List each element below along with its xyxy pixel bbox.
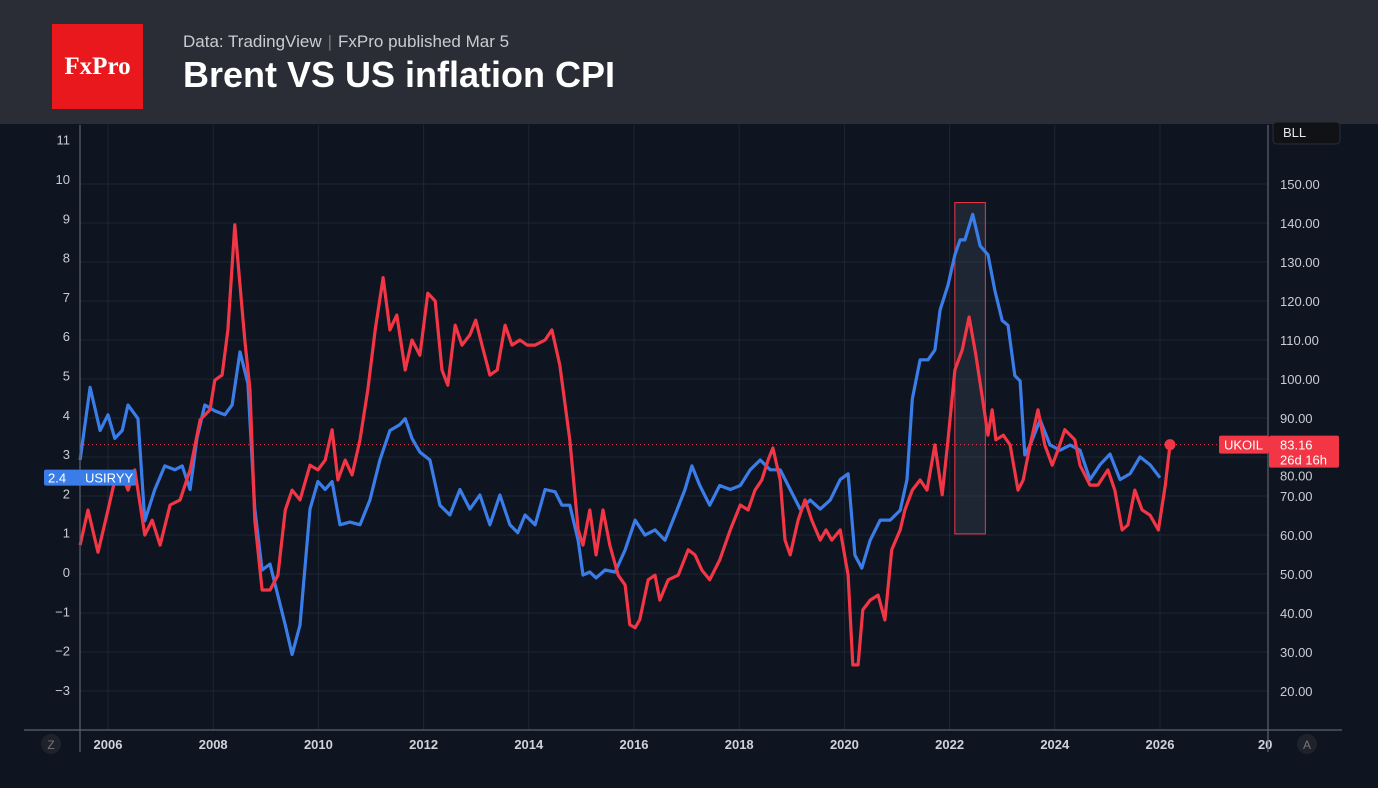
left-tick-label: 0 xyxy=(63,565,70,580)
ukoil-name-box xyxy=(1219,435,1269,454)
header: FxPro Data: TradingView | FxPro published … xyxy=(0,0,1378,124)
zoom-z-label: Z xyxy=(47,738,54,752)
ukoil-price-box xyxy=(1269,435,1339,468)
x-tick-label: 2014 xyxy=(514,737,544,752)
right-tick-label: 150.00 xyxy=(1280,177,1320,192)
x-tick-label: 2016 xyxy=(620,737,649,752)
bll-button[interactable] xyxy=(1272,121,1341,145)
right-tick-label: 40.00 xyxy=(1280,606,1313,621)
left-tick-label: 6 xyxy=(63,329,70,344)
right-tick-label: 60.00 xyxy=(1280,528,1313,543)
series-line-ukoil xyxy=(78,223,1172,667)
left-tick-label: 1 xyxy=(63,526,70,541)
x-tick-label: 2006 xyxy=(94,737,123,752)
auto-scale-button[interactable] xyxy=(1297,734,1317,754)
last-point-marker xyxy=(1164,439,1176,451)
left-tick-label: 8 xyxy=(63,251,70,266)
zoom-z-button[interactable] xyxy=(41,734,61,754)
x-tick-label: 20 xyxy=(1258,737,1272,752)
source-label: Data: TradingView xyxy=(183,32,322,51)
x-tick-label: 2018 xyxy=(725,737,754,752)
left-tick-label: 11 xyxy=(57,133,71,148)
right-tick-label: 100.00 xyxy=(1280,372,1320,387)
right-tick-label: 90.00 xyxy=(1280,411,1313,426)
usiryy-value: 2.4 xyxy=(48,471,66,486)
left-tick-label: 3 xyxy=(63,447,70,462)
x-tick-label: 2026 xyxy=(1146,737,1175,752)
left-tick-label: 5 xyxy=(63,369,70,384)
right-tick-label: 50.00 xyxy=(1280,567,1313,582)
left-tick-label: 4 xyxy=(63,408,70,423)
right-tick-label: 20.00 xyxy=(1280,684,1313,699)
right-tick-label: 30.00 xyxy=(1280,645,1313,660)
highlight-box xyxy=(954,202,986,535)
separator: | xyxy=(327,32,333,51)
usiryy-label-box xyxy=(44,469,136,486)
auto-scale-label: A xyxy=(1303,738,1311,752)
grid xyxy=(80,125,1268,730)
ukoil-countdown: 26d 16h xyxy=(1280,453,1327,468)
bll-label: BLL xyxy=(1283,125,1306,140)
fxpro-logo: FxPro xyxy=(52,24,143,109)
x-tick-label: 2022 xyxy=(935,737,964,752)
x-tick-label: 2024 xyxy=(1040,737,1070,752)
axes: 150.00140.00130.00120.00110.00100.0090.0… xyxy=(24,125,1342,752)
ukoil-name: UKOIL xyxy=(1224,438,1263,453)
right-tick-label: 130.00 xyxy=(1280,255,1320,270)
series-group xyxy=(78,212,1176,667)
x-tick-label: 2012 xyxy=(409,737,438,752)
chart-title: Brent VS US inflation CPI xyxy=(183,54,616,95)
subtitle: Data: TradingView | FxPro published Mar 5 xyxy=(183,32,509,52)
series-line-usiryy xyxy=(78,212,1162,657)
left-tick-label: 7 xyxy=(63,290,70,305)
right-tick-label: 140.00 xyxy=(1280,216,1320,231)
right-tick-label: 110.00 xyxy=(1280,333,1319,348)
left-tick-label: 10 xyxy=(56,172,70,187)
left-tick-label: −3 xyxy=(55,683,70,698)
right-tick-label: 80.00 xyxy=(1280,469,1313,484)
left-tick-label: 9 xyxy=(63,211,70,226)
left-tick-label: −2 xyxy=(55,644,70,659)
x-tick-label: 2010 xyxy=(304,737,333,752)
right-tick-label: 120.00 xyxy=(1280,294,1320,309)
x-tick-label: 2008 xyxy=(199,737,228,752)
right-tick-label: 70.00 xyxy=(1280,489,1313,504)
usiryy-name: USIRYY xyxy=(85,471,133,486)
ukoil-price: 83.16 xyxy=(1280,438,1313,453)
x-tick-label: 2020 xyxy=(830,737,859,752)
publisher-label: FxPro published Mar 5 xyxy=(338,32,510,51)
left-tick-label: −1 xyxy=(55,604,70,619)
left-tick-label: 2 xyxy=(63,486,70,501)
